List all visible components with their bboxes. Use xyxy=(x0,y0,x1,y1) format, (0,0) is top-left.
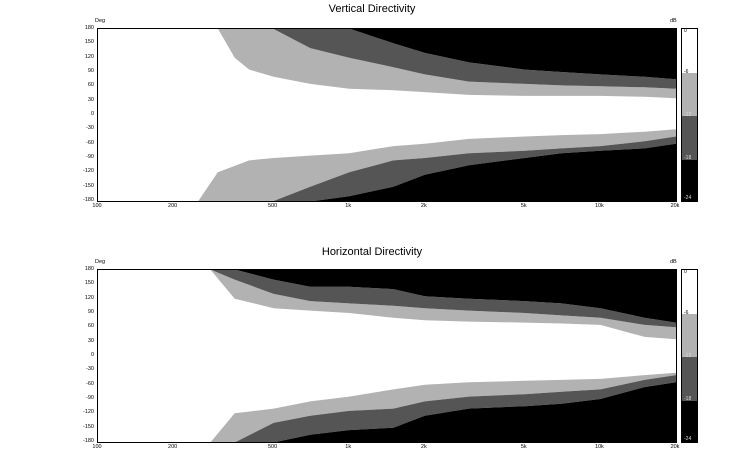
y-tick-label: 150 xyxy=(84,280,94,287)
x-tick-label: 20k xyxy=(670,444,680,450)
colorbar xyxy=(681,28,698,202)
upper-level-1-region xyxy=(210,270,676,340)
contour-plot xyxy=(198,29,676,201)
lower-level-3-region xyxy=(313,143,676,201)
lower-level-1-region xyxy=(198,129,676,201)
colorbar-tick-label: -18 xyxy=(684,396,692,402)
upper-level-3-region xyxy=(350,29,676,80)
y-tick-label: 90 xyxy=(87,309,94,315)
y-tick-label: -60 xyxy=(86,139,94,146)
y-tick-label: -90 xyxy=(86,154,94,160)
y-tick-label: 0 xyxy=(90,352,94,358)
x-tick-label: 1k xyxy=(345,444,352,450)
colorbar-segment xyxy=(682,313,697,358)
x-tick-label: 500 xyxy=(267,444,278,450)
x-tick-label: 5k xyxy=(520,203,527,209)
colorbar xyxy=(681,269,698,443)
x-tick-label: 100 xyxy=(92,444,102,450)
x-tick-label: 10k xyxy=(594,444,604,450)
y-tick-label: 180 xyxy=(84,266,94,272)
colorbar-segment xyxy=(682,400,697,442)
upper-level-2-region xyxy=(273,29,676,89)
chart-title: Horizontal Directivity xyxy=(321,246,423,258)
lower-level-2-region xyxy=(235,375,676,442)
y-tick-label: 30 xyxy=(87,96,94,103)
x-tick-label: 200 xyxy=(168,203,178,209)
x-tick-label: 200 xyxy=(168,444,178,450)
x-tick-label: 100 xyxy=(92,203,102,209)
colorbar-tick-label: -6 xyxy=(684,310,689,316)
colorbar-segment xyxy=(682,116,697,160)
x-tick-label: 5k xyxy=(520,444,527,450)
x-tick-label: 500 xyxy=(267,203,278,209)
colorbar-tick-label: 0 xyxy=(684,269,687,275)
y-tick-label: -30 xyxy=(86,125,94,132)
y-axis-label: Deg xyxy=(95,18,106,24)
colorbar-segment xyxy=(682,159,697,201)
y-tick-label: -120 xyxy=(82,409,94,416)
x-tick-label: 2k xyxy=(420,203,427,209)
colorbar-tick-label: -24 xyxy=(684,195,692,201)
upper-level-2-region xyxy=(211,270,676,328)
colorbar-segment xyxy=(682,29,697,73)
plot-area xyxy=(97,269,677,443)
y-tick-label: -150 xyxy=(82,423,94,430)
colorbar-tick-label: -18 xyxy=(684,155,692,161)
y-tick-label: 180 xyxy=(84,25,94,31)
colorbar-tick-label: 0 xyxy=(684,28,687,34)
y-tick-label: -30 xyxy=(86,366,94,373)
plot-area xyxy=(97,28,677,202)
y-axis-label: Deg xyxy=(95,259,106,265)
colorbar-unit-label: dB xyxy=(670,18,677,24)
y-tick-label: 30 xyxy=(87,337,94,344)
x-tick-label: 2k xyxy=(420,444,427,450)
y-tick-label: -150 xyxy=(82,182,94,189)
x-tick-label: 10k xyxy=(594,203,604,209)
lower-level-3-region xyxy=(275,382,676,442)
colorbar-tick-label: -24 xyxy=(684,436,692,442)
contour-plot xyxy=(210,270,676,442)
x-tick-label: 1k xyxy=(345,203,352,209)
colorbar-segment xyxy=(682,72,697,117)
lower-level-2-region xyxy=(273,136,676,201)
y-tick-label: 90 xyxy=(87,68,94,74)
upper-level-1-region xyxy=(218,29,676,99)
y-tick-label: 0 xyxy=(90,111,94,117)
y-tick-label: -120 xyxy=(82,168,94,175)
x-tick-label: 20k xyxy=(670,203,680,209)
y-tick-label: 120 xyxy=(84,53,94,60)
colorbar-unit-label: dB xyxy=(670,259,677,265)
colorbar-tick-label: -12 xyxy=(684,353,692,359)
y-tick-label: -90 xyxy=(86,395,94,401)
y-tick-label: -180 xyxy=(82,197,94,203)
colorbar-segment xyxy=(682,357,697,401)
y-tick-label: -180 xyxy=(82,438,94,444)
y-tick-label: -60 xyxy=(86,380,94,387)
y-tick-label: 60 xyxy=(87,323,94,330)
colorbar-tick-label: -6 xyxy=(684,69,689,75)
colorbar-tick-label: -12 xyxy=(684,112,692,118)
upper-level-3-region xyxy=(236,270,676,323)
colorbar-segment xyxy=(682,270,697,314)
y-tick-label: 60 xyxy=(87,82,94,89)
y-tick-label: 150 xyxy=(84,39,94,46)
chart-title: Vertical Directivity xyxy=(328,3,416,15)
y-tick-label: 120 xyxy=(84,294,94,301)
lower-level-1-region xyxy=(210,372,676,442)
